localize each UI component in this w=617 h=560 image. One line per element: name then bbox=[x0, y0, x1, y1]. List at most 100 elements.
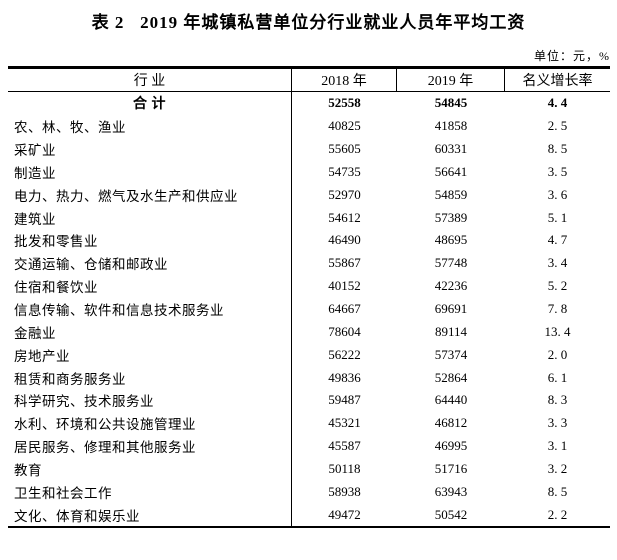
value-2019-cell: 52864 bbox=[434, 369, 468, 385]
total-value-2019: 54845 bbox=[434, 95, 468, 111]
value-2018-cell: 58938 bbox=[328, 483, 361, 499]
industry-cell: 文化、体育和娱乐业 bbox=[8, 503, 292, 527]
value-2019-cell: 89114 bbox=[434, 323, 468, 339]
value-2018-cell: 46490 bbox=[328, 232, 361, 248]
industry-cell: 卫生和社会工作 bbox=[8, 480, 292, 504]
industry-cell: 房地产业 bbox=[8, 343, 292, 367]
total-label: 合 计 bbox=[8, 92, 292, 115]
industry-cell: 教育 bbox=[8, 457, 292, 481]
industry-cell: 金融业 bbox=[8, 320, 292, 344]
header-growth: 名义增长率 bbox=[522, 74, 593, 89]
table-row: 批发和零售业 46490 48695 4. 7 bbox=[8, 229, 610, 252]
value-2019-cell: 42236 bbox=[434, 278, 468, 294]
industry-cell: 交通运输、仓储和邮政业 bbox=[8, 251, 292, 275]
value-2019-cell: 41858 bbox=[434, 118, 468, 134]
growth-cell: 5. 1 bbox=[547, 209, 568, 225]
table-row: 教育 50118 51716 3. 2 bbox=[8, 457, 610, 481]
growth-cell: 3. 6 bbox=[547, 186, 568, 202]
value-2018-cell: 54735 bbox=[328, 163, 361, 179]
table-row: 建筑业 54612 57389 5. 1 bbox=[8, 206, 610, 230]
table-row: 信息传输、软件和信息技术服务业 64667 69691 7. 8 bbox=[8, 297, 610, 321]
growth-cell: 8. 5 bbox=[547, 483, 568, 499]
table-row: 租赁和商务服务业 49836 52864 6. 1 bbox=[8, 366, 610, 389]
unit-note: 单位：元，% bbox=[534, 49, 610, 63]
value-2018-cell: 49836 bbox=[328, 369, 361, 385]
growth-cell: 4. 7 bbox=[547, 232, 568, 248]
table-row: 科学研究、技术服务业 59487 64440 8. 3 bbox=[8, 388, 610, 412]
growth-cell: 6. 1 bbox=[547, 369, 568, 385]
value-2019-cell: 63943 bbox=[434, 483, 468, 499]
value-2018-cell: 52970 bbox=[328, 186, 361, 202]
industry-cell: 租赁和商务服务业 bbox=[8, 366, 292, 389]
value-2018-cell: 54612 bbox=[328, 209, 361, 225]
value-2019-cell: 46995 bbox=[434, 438, 468, 454]
value-2018-cell: 55867 bbox=[328, 255, 361, 271]
value-2018-cell: 50118 bbox=[328, 460, 361, 476]
industry-cell: 信息传输、软件和信息技术服务业 bbox=[8, 297, 292, 321]
growth-cell: 3. 5 bbox=[547, 163, 568, 179]
value-2019-cell: 69691 bbox=[434, 301, 468, 317]
value-2018-cell: 40152 bbox=[328, 278, 361, 294]
wage-table: 行 业 2018 年 2019 年 名义增长率 合 计 52558 54845 … bbox=[8, 66, 610, 529]
value-2019-cell: 57374 bbox=[434, 346, 468, 362]
table-row: 农、林、牧、渔业 40825 41858 2. 5 bbox=[8, 114, 610, 138]
industry-cell: 居民服务、修理和其他服务业 bbox=[8, 434, 292, 458]
value-2018-cell: 56222 bbox=[328, 346, 361, 362]
growth-cell: 7. 8 bbox=[547, 301, 568, 317]
value-2018-cell: 59487 bbox=[328, 392, 361, 408]
growth-cell: 3. 1 bbox=[547, 438, 568, 454]
growth-cell: 13. 4 bbox=[544, 323, 571, 339]
growth-cell: 3. 3 bbox=[547, 415, 568, 431]
growth-cell: 2. 2 bbox=[547, 506, 568, 522]
value-2018-cell: 78604 bbox=[328, 323, 361, 339]
industry-cell: 采矿业 bbox=[8, 137, 292, 161]
growth-cell: 8. 5 bbox=[547, 141, 568, 157]
value-2019-cell: 60331 bbox=[434, 141, 468, 157]
table-body: 合 计 52558 54845 4. 4 农、林、牧、渔业 40825 41858 2… bbox=[8, 92, 610, 527]
table-title: 表 2 2019 年城镇私营单位分行业就业人员年平均工资 bbox=[91, 13, 526, 32]
table-row: 金融业 78604 89114 13. 4 bbox=[8, 320, 610, 344]
value-2018-cell: 55605 bbox=[328, 141, 361, 157]
value-2019-cell: 64440 bbox=[434, 392, 468, 408]
value-2018-cell: 40825 bbox=[328, 118, 361, 134]
industry-cell: 建筑业 bbox=[8, 206, 292, 230]
industry-cell: 农、林、牧、渔业 bbox=[8, 114, 292, 138]
industry-cell: 科学研究、技术服务业 bbox=[8, 388, 292, 412]
total-growth: 4. 4 bbox=[547, 95, 568, 111]
growth-cell: 3. 4 bbox=[547, 255, 568, 271]
value-2018-cell: 45587 bbox=[328, 438, 361, 454]
value-2019-cell: 54859 bbox=[434, 186, 468, 202]
value-2018-cell: 45321 bbox=[328, 415, 361, 431]
table-row: 房地产业 56222 57374 2. 0 bbox=[8, 343, 610, 367]
table-header-row: 行 业 2018 年 2019 年 名义增长率 bbox=[8, 69, 610, 92]
industry-cell: 电力、热力、燃气及水生产和供应业 bbox=[8, 183, 292, 207]
table-row: 电力、热力、燃气及水生产和供应业 52970 54859 3. 6 bbox=[8, 183, 610, 207]
industry-cell: 批发和零售业 bbox=[8, 229, 292, 252]
total-row: 合 计 52558 54845 4. 4 bbox=[8, 92, 610, 115]
table-row: 住宿和餐饮业 40152 42236 5. 2 bbox=[8, 274, 610, 298]
industry-cell: 水利、环境和公共设施管理业 bbox=[8, 411, 292, 435]
value-2019-cell: 48695 bbox=[434, 232, 468, 248]
table-row: 居民服务、修理和其他服务业 45587 46995 3. 1 bbox=[8, 434, 610, 458]
header-2018: 2018 年 bbox=[292, 69, 397, 91]
industry-cell: 住宿和餐饮业 bbox=[8, 274, 292, 298]
table-row: 卫生和社会工作 58938 63943 8. 5 bbox=[8, 480, 610, 504]
table-row: 文化、体育和娱乐业 49472 50542 2. 2 bbox=[8, 503, 610, 527]
header-industry: 行 业 bbox=[8, 69, 292, 91]
growth-cell: 2. 0 bbox=[547, 346, 568, 362]
value-2019-cell: 57748 bbox=[434, 255, 468, 271]
value-2019-cell: 56641 bbox=[434, 163, 468, 179]
header-2019: 2019 年 bbox=[397, 69, 505, 91]
value-2019-cell: 57389 bbox=[434, 209, 468, 225]
growth-cell: 3. 2 bbox=[547, 460, 568, 476]
total-value-2018: 52558 bbox=[328, 95, 361, 111]
growth-cell: 2. 5 bbox=[547, 118, 568, 134]
table-row: 水利、环境和公共设施管理业 45321 46812 3. 3 bbox=[8, 411, 610, 435]
table-row: 交通运输、仓储和邮政业 55867 57748 3. 4 bbox=[8, 251, 610, 275]
table-row: 制造业 54735 56641 3. 5 bbox=[8, 160, 610, 184]
growth-cell: 8. 3 bbox=[547, 392, 568, 408]
industry-cell: 制造业 bbox=[8, 160, 292, 184]
table-row: 采矿业 55605 60331 8. 5 bbox=[8, 137, 610, 161]
value-2019-cell: 46812 bbox=[434, 415, 468, 431]
